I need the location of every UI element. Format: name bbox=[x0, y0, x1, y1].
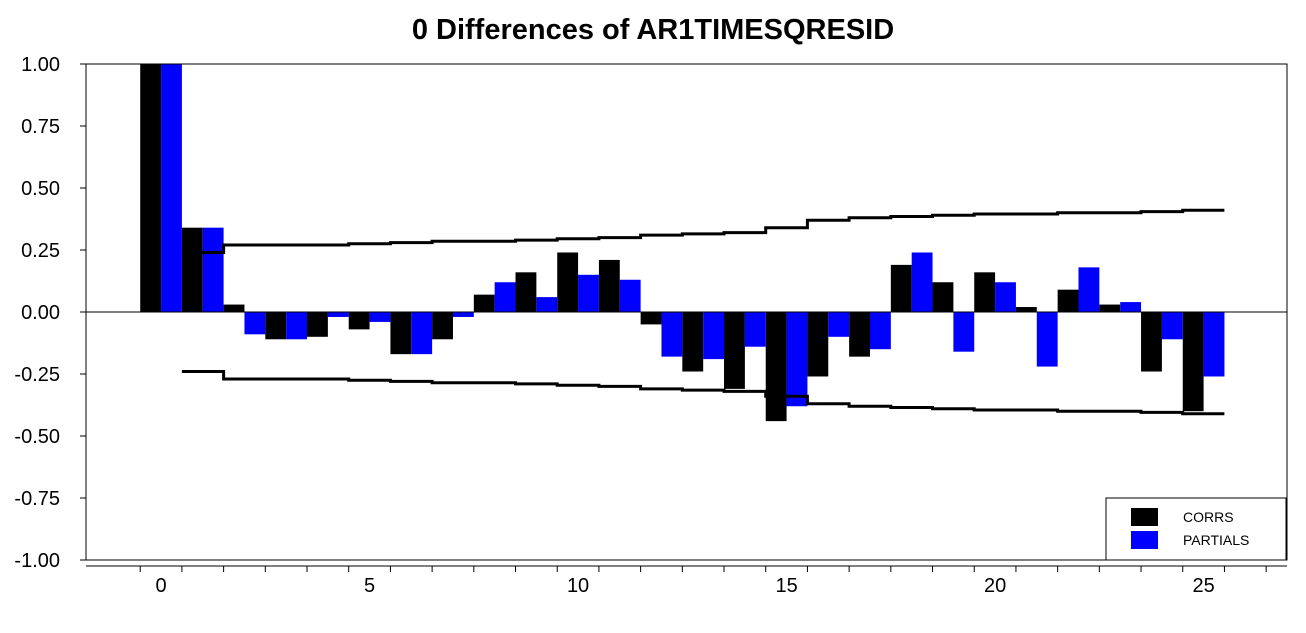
corrs-bar bbox=[682, 312, 704, 372]
partials-bar bbox=[828, 312, 850, 337]
y-tick-label: -0.75 bbox=[14, 488, 60, 510]
corrs-bar bbox=[640, 312, 662, 325]
y-tick-label: -1.00 bbox=[14, 550, 60, 572]
partials-bar bbox=[619, 279, 641, 312]
partials-bar bbox=[578, 274, 599, 312]
corrs-bar bbox=[181, 227, 203, 312]
corrs-bar bbox=[223, 304, 245, 312]
partials-bar bbox=[494, 282, 516, 312]
partials-bar bbox=[911, 252, 933, 312]
lower-confidence-line bbox=[181, 370, 1225, 416]
x-tick-label: 0 bbox=[156, 575, 167, 597]
corrs-bar bbox=[1141, 312, 1162, 372]
corrs-bar bbox=[849, 312, 870, 357]
corrs-bar bbox=[515, 272, 537, 312]
corrs-bar bbox=[348, 312, 370, 330]
corrs-bar bbox=[1015, 307, 1037, 312]
corrs-bar bbox=[140, 64, 162, 312]
partials-bar bbox=[1036, 312, 1058, 367]
x-tick-label: 15 bbox=[775, 575, 797, 597]
x-axis: 0 5 10 15 20 25 bbox=[86, 565, 1287, 597]
partials-bar bbox=[452, 312, 474, 317]
x-tick-label: 20 bbox=[984, 575, 1006, 597]
corrs-bar bbox=[1057, 289, 1079, 312]
y-tick-label: 0.75 bbox=[21, 116, 60, 138]
partials-bar bbox=[995, 282, 1016, 312]
partials-bar bbox=[953, 312, 975, 352]
partials-bar bbox=[327, 312, 349, 317]
y-tick-label: 0.25 bbox=[21, 240, 60, 262]
partials-bar bbox=[661, 312, 683, 357]
y-tick-label: -0.50 bbox=[14, 426, 60, 448]
corrs-bar bbox=[557, 252, 579, 312]
x-tick-label: 10 bbox=[567, 575, 589, 597]
partials-bar bbox=[244, 312, 266, 335]
legend-swatch-corrs bbox=[1131, 508, 1158, 526]
corrs-bar bbox=[473, 294, 495, 312]
corrs-bar bbox=[807, 312, 829, 377]
partials-bar bbox=[744, 312, 766, 347]
y-axis: 1.00 0.75 0.50 0.25 0.00 -0.25 -0.50 -0.75 -1.00 bbox=[14, 54, 86, 572]
y-tick-label: -0.25 bbox=[14, 364, 60, 386]
corrs-bar bbox=[1182, 312, 1204, 412]
partials-bar bbox=[1120, 302, 1142, 312]
partials-bar bbox=[786, 312, 808, 407]
upper-confidence-line bbox=[181, 208, 1225, 254]
legend-swatch-partials bbox=[1131, 531, 1158, 549]
partials-bar bbox=[202, 227, 224, 312]
legend: CORRS PARTIALS bbox=[1105, 497, 1287, 561]
x-tick-label: 25 bbox=[1192, 575, 1214, 597]
x-tick-label: 5 bbox=[364, 575, 375, 597]
partials-bar bbox=[536, 297, 558, 312]
partials-bar bbox=[1203, 312, 1225, 377]
corrs-bar bbox=[890, 264, 912, 312]
corrs-bar bbox=[598, 259, 620, 312]
corrs-bar bbox=[432, 312, 453, 340]
corrs-bar bbox=[765, 312, 787, 422]
partials-bar bbox=[1161, 312, 1183, 340]
partials-bar bbox=[869, 312, 891, 350]
y-tick-label: 0.50 bbox=[21, 178, 60, 200]
corrs-bar bbox=[390, 312, 412, 355]
legend-label-corrs: CORRS bbox=[1183, 509, 1234, 525]
legend-label-partials: PARTIALS bbox=[1183, 532, 1249, 548]
partials-bar bbox=[369, 312, 391, 322]
corrs-bar bbox=[974, 272, 996, 312]
corrs-bar bbox=[307, 312, 328, 337]
chart-title: 0 Differences of AR1TIMESQRESID bbox=[411, 14, 895, 46]
confidence-band bbox=[181, 208, 1225, 416]
partials-bar bbox=[1078, 267, 1100, 312]
bars-layer bbox=[140, 64, 1225, 422]
legend-box bbox=[1105, 497, 1287, 561]
partials-bar bbox=[286, 312, 308, 340]
partials-bar bbox=[411, 312, 433, 355]
y-tick-label: 1.00 bbox=[21, 54, 60, 76]
corrs-bar bbox=[724, 312, 745, 389]
partials-bar bbox=[161, 64, 182, 312]
corrs-bar bbox=[265, 312, 287, 340]
corrs-bar bbox=[932, 282, 954, 312]
partials-bar bbox=[703, 312, 725, 360]
corrs-bar bbox=[1099, 304, 1121, 312]
y-tick-label: 0.00 bbox=[21, 302, 60, 324]
